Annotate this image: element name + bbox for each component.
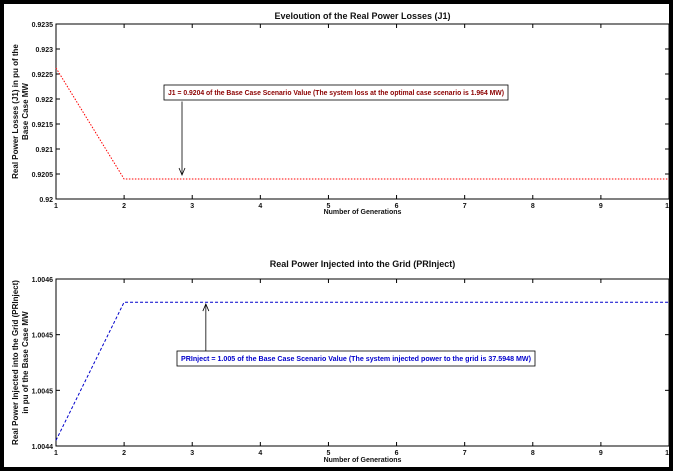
chart-1: Eveloution of the Real Power Losses (J1)…: [11, 11, 669, 216]
x-tick-label: 2: [122, 450, 126, 457]
x-tick-label: 6: [395, 203, 399, 210]
x-tick-label: 8: [531, 450, 535, 457]
x-tick-label: 9: [599, 203, 603, 210]
y-axis-label-line2: in pu of the Base Case MW: [21, 311, 30, 414]
chart-title: Eveloution of the Real Power Losses (J1): [274, 11, 450, 21]
x-tick-label: 8: [531, 203, 535, 210]
x-axis-label: Number of Generations: [324, 209, 402, 216]
y-axis-label-line2: Base Case MW: [21, 83, 30, 140]
x-tick-label: 5: [326, 450, 330, 457]
y-tick-label: 1.0044: [32, 444, 54, 451]
y-tick-label: 0.92: [39, 197, 53, 204]
y-tick-label: 0.9235: [32, 22, 54, 29]
y-tick-label: 0.922: [35, 97, 53, 104]
annotation-box: [163, 84, 509, 101]
y-tick-label: 1.0045: [32, 333, 54, 340]
annotation-text: PRInject = 1.005 of the Base Case Scenar…: [181, 356, 531, 363]
x-tick-label: 6: [395, 450, 399, 457]
x-tick-label: 5: [326, 203, 330, 210]
x-tick-label: 9: [599, 450, 603, 457]
x-tick-label: 10: [665, 450, 669, 457]
annotation-text: J1 = 0.9204 of the Base Case Scenario Va…: [168, 90, 504, 97]
x-tick-label: 7: [463, 203, 467, 210]
y-tick-label: 0.921: [35, 147, 53, 154]
y-tick-label: 1.0045: [32, 388, 54, 395]
y-tick-label: 0.9205: [32, 172, 54, 179]
annotation-arrow-head: [178, 167, 186, 177]
y-tick-label: 0.923: [35, 47, 53, 54]
x-tick-label: 2: [122, 203, 126, 210]
x-tick-label: 10: [665, 203, 669, 210]
x-axis-label: Number of Generations: [324, 457, 402, 464]
x-tick-label: 3: [190, 203, 194, 210]
y-tick-label: 0.9215: [32, 122, 54, 129]
chart-title: Real Power Injected into the Grid (PRInj…: [270, 259, 456, 269]
x-tick-label: 7: [463, 450, 467, 457]
chart-2: Real Power Injected into the Grid (PRInj…: [11, 259, 669, 464]
series-line: [55, 301, 669, 441]
x-tick-label: 1: [54, 450, 58, 457]
x-tick-label: 1: [54, 203, 58, 210]
x-tick-label: 3: [190, 450, 194, 457]
x-tick-label: 4: [258, 203, 262, 210]
y-axis-label-line1: Real Power Injected into the Grid (PRInj…: [11, 280, 20, 445]
figure-canvas: Eveloution of the Real Power Losses (J1)…: [4, 4, 669, 467]
figure-svg: Eveloution of the Real Power Losses (J1)…: [11, 11, 669, 464]
y-tick-label: 0.9225: [32, 72, 54, 79]
x-tick-label: 4: [258, 450, 262, 457]
plot-area: [55, 23, 669, 200]
annotation-arrow-head: [202, 303, 210, 312]
annotation-box: [176, 350, 536, 367]
y-axis-label-line1: Real Power Losses (J1) in pu of the: [11, 44, 20, 179]
y-tick-label: 1.0046: [32, 277, 54, 284]
